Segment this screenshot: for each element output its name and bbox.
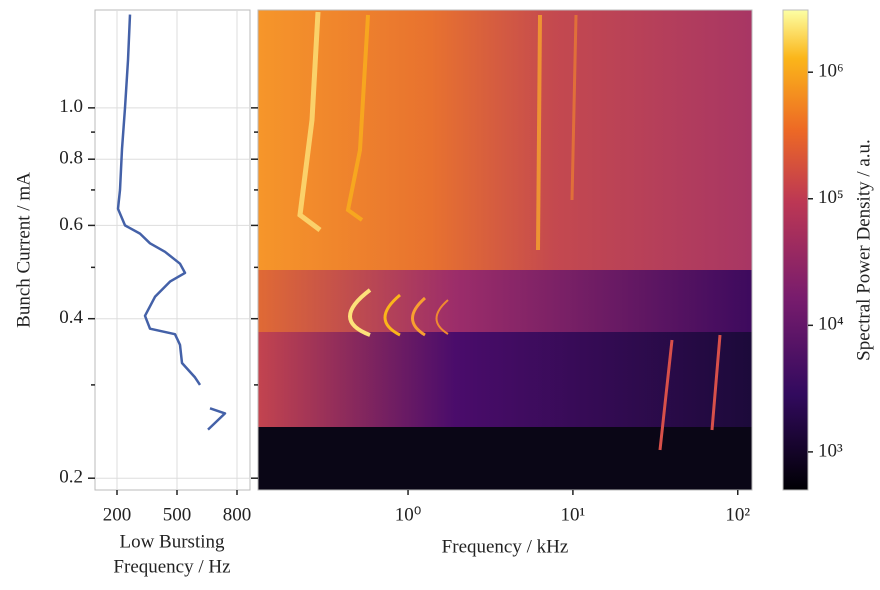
colorbar-tick-label: 10⁵	[818, 187, 844, 208]
colorbar-label: Spectral Power Density / a.u.	[853, 139, 874, 361]
colorbar-tick-label: 10⁴	[818, 314, 844, 335]
x-tick-label: 10²	[725, 504, 750, 525]
y-tick-label: 0.2	[59, 467, 83, 488]
y-axis-label: Bunch Current / mA	[13, 172, 34, 328]
x-tick-label: 200	[103, 504, 132, 525]
x-axis-label: Frequency / kHz	[442, 536, 569, 557]
x-tick-label: 10¹	[561, 504, 586, 525]
data-line	[116, 14, 227, 431]
x-tick-label: 500	[163, 504, 192, 525]
x-tick-label: 10⁰	[395, 504, 422, 525]
colorbar-gradient	[782, 9, 809, 491]
x-axis-label: Frequency / Hz	[113, 556, 230, 577]
y-tick-label: 1.0	[59, 96, 83, 117]
heatmap-image	[257, 9, 753, 491]
y-tick-label: 0.8	[59, 148, 83, 169]
colorbar-tick-label: 10³	[818, 440, 843, 461]
colorbar-tick-label: 10⁶	[818, 61, 844, 82]
left-plot-frame	[94, 9, 251, 491]
x-tick-label: 800	[223, 504, 252, 525]
x-axis-label: Low Bursting	[119, 531, 225, 552]
y-tick-label: 0.4	[59, 307, 83, 328]
y-tick-label: 0.6	[59, 214, 83, 235]
